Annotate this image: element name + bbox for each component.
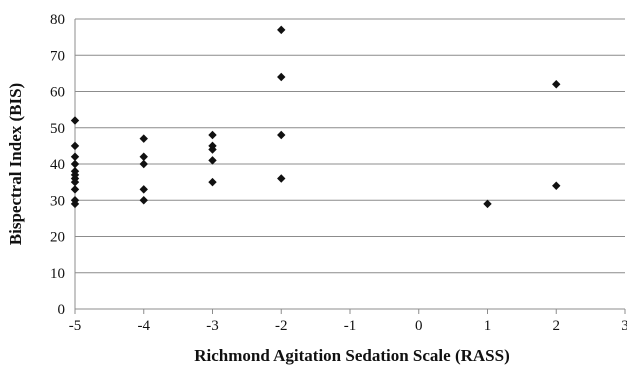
y-axis-title: Bispectral Index (BIS): [6, 83, 25, 245]
x-tick-labels: -5 -4 -3 -2 -1 0 1 2 3: [69, 318, 627, 334]
data-point: [139, 152, 148, 161]
x-tick-label: 3: [621, 318, 627, 334]
y-tick-label: 20: [50, 230, 65, 246]
x-tick-label: -3: [206, 318, 219, 334]
x-tick-label: -4: [138, 318, 151, 334]
data-point: [70, 152, 80, 161]
data-point: [208, 156, 217, 165]
y-tick-label: 0: [58, 302, 66, 318]
data-point: [70, 177, 80, 187]
y-tick-label: 70: [50, 48, 65, 64]
data-point: [208, 145, 217, 154]
data-point: [70, 141, 80, 151]
data-point: [277, 130, 286, 140]
data-point: [139, 196, 148, 205]
gridlines: [75, 18, 625, 274]
data-point: [70, 185, 80, 194]
data-point: [139, 185, 148, 194]
x-tick-label: 2: [553, 318, 561, 334]
data-point: [208, 177, 217, 187]
y-tick-label: 60: [50, 85, 65, 101]
x-tick-label: -5: [69, 318, 82, 334]
data-point: [208, 130, 217, 140]
x-tick-label: -1: [344, 318, 357, 334]
axes: [74, 19, 626, 314]
data-point: [277, 25, 286, 35]
data-point: [70, 159, 80, 169]
data-point: [139, 134, 148, 143]
y-tick-label: 80: [50, 12, 65, 28]
data-points: [70, 25, 561, 209]
data-point: [70, 116, 80, 125]
x-tick-label: 1: [484, 318, 492, 334]
y-tick-label: 10: [50, 266, 65, 282]
x-tick-label: 0: [415, 318, 423, 334]
y-tick-label: 40: [50, 157, 65, 173]
data-point: [70, 199, 80, 209]
data-point: [552, 80, 561, 89]
data-point: [483, 199, 492, 209]
data-point: [552, 181, 561, 190]
y-tick-label: 50: [50, 121, 65, 137]
y-tick-label: 30: [50, 193, 65, 209]
data-point: [139, 159, 148, 169]
x-tick-label: -2: [275, 318, 288, 334]
y-tick-labels: 0 10 20 30 40 50 60 70 80: [50, 12, 65, 318]
data-point: [277, 72, 286, 82]
data-point: [277, 174, 286, 183]
x-axis-title: Richmond Agitation Sedation Scale (RASS): [194, 346, 509, 365]
